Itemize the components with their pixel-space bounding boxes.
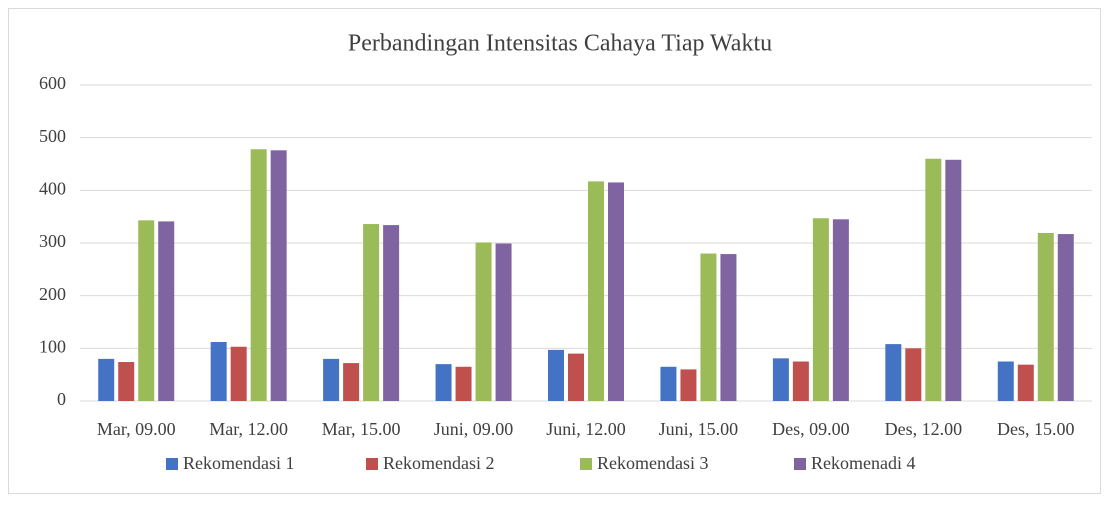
bar	[568, 353, 584, 401]
bar	[812, 218, 829, 401]
bar	[925, 158, 942, 401]
legend-label: Rekomenadi 4	[811, 453, 915, 473]
x-tick-label: Juni, 15.00	[659, 419, 739, 439]
bar	[548, 349, 564, 401]
bar	[343, 363, 360, 401]
bar	[885, 344, 902, 401]
bar	[1017, 364, 1034, 401]
chart-border	[8, 8, 1101, 494]
bar	[98, 358, 115, 401]
bar	[608, 182, 624, 401]
x-tick-label: Juni, 12.00	[546, 419, 626, 439]
y-tick-label: 500	[39, 126, 66, 146]
y-tick-label: 300	[39, 231, 66, 251]
bar	[323, 358, 340, 401]
legend-label: Rekomendasi 1	[183, 453, 294, 473]
y-tick-label: 100	[39, 336, 66, 356]
bar	[230, 346, 247, 401]
bar	[158, 221, 175, 401]
legend-swatch	[794, 458, 806, 470]
bar	[680, 369, 697, 401]
bar	[832, 219, 849, 401]
bar	[997, 361, 1014, 401]
x-tick-label: Mar, 15.00	[322, 419, 401, 439]
bar	[1037, 232, 1054, 401]
bar	[495, 243, 512, 401]
bar	[363, 224, 380, 401]
y-tick-label: 200	[39, 284, 66, 304]
x-tick-label: Des, 15.00	[997, 419, 1075, 439]
y-tick-label: 600	[39, 73, 66, 93]
bar	[455, 366, 472, 401]
bar	[700, 253, 717, 401]
bar	[792, 361, 809, 401]
bar	[945, 159, 962, 401]
x-tick-label: Des, 12.00	[885, 419, 963, 439]
bar	[905, 348, 922, 401]
bar	[1057, 234, 1074, 401]
bar	[270, 150, 287, 401]
bar	[588, 181, 604, 401]
x-tick-label: Des, 09.00	[772, 419, 850, 439]
bar	[210, 342, 227, 401]
bar	[118, 362, 135, 401]
y-tick-label: 400	[39, 178, 66, 198]
bar	[138, 220, 155, 401]
legend-swatch	[366, 458, 378, 470]
x-tick-label: Mar, 09.00	[97, 419, 176, 439]
x-tick-label: Mar, 12.00	[209, 419, 288, 439]
chart-title: Perbandingan Intensitas Cahaya Tiap Wakt…	[348, 31, 772, 57]
y-tick-label: 0	[57, 389, 66, 409]
bar	[720, 254, 737, 401]
legend-label: Rekomendasi 3	[597, 453, 708, 473]
bar	[383, 225, 400, 401]
bar	[660, 366, 677, 401]
bar	[435, 364, 452, 401]
bar	[250, 149, 267, 401]
x-tick-label: Juni, 09.00	[434, 419, 514, 439]
legend-label: Rekomendasi 2	[383, 453, 494, 473]
bar	[475, 242, 492, 401]
legend-swatch	[166, 458, 178, 470]
legend-swatch	[580, 458, 592, 470]
bar	[772, 358, 789, 401]
